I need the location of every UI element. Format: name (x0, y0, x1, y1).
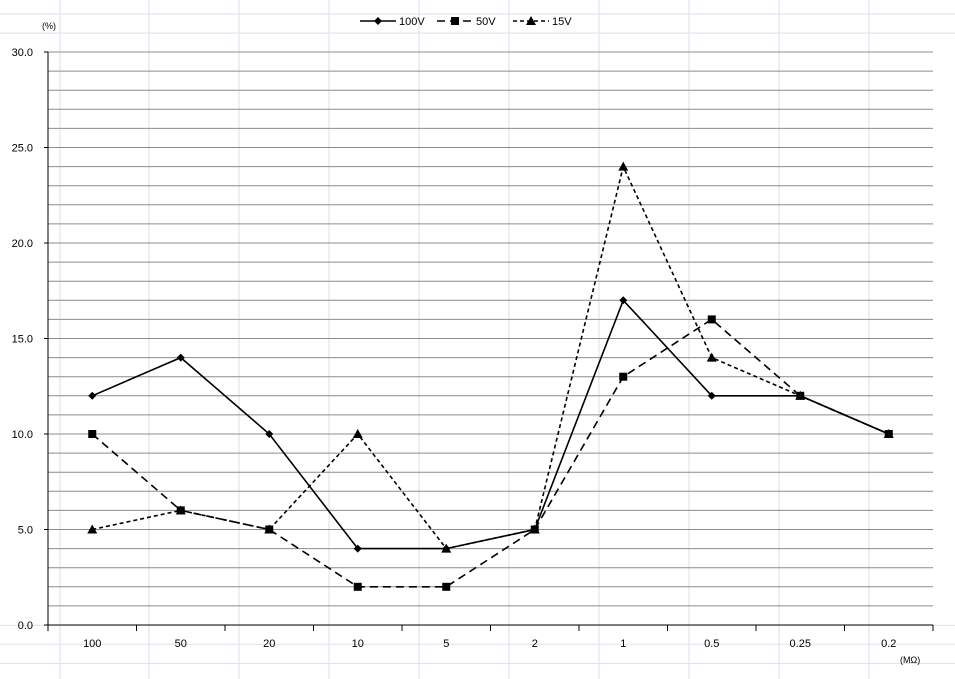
y-tick-label: 0.0 (18, 620, 33, 632)
y-axis-unit-label: (%) (42, 21, 56, 31)
gridlines (48, 51, 933, 626)
x-tick-label: 20 (263, 638, 275, 650)
data-point-15v (795, 390, 806, 400)
data-point-15v (883, 429, 894, 438)
data-point-100v (88, 391, 97, 400)
legend-label-50v: 50V (476, 16, 496, 28)
legend-marker-100v (374, 17, 382, 25)
legend-label-15v: 15V (552, 16, 572, 28)
data-point-15v (529, 524, 540, 534)
axes: 0.0 5.0 10.0 15.0 20.0 25.0 30.0 100 50 20 10 5 2 1 0.… (12, 47, 934, 650)
data-point-100v (707, 391, 716, 400)
y-tick-label: 25.0 (12, 143, 33, 155)
y-tick-label: 5.0 (18, 525, 33, 537)
y-tick-label: 30.0 (12, 47, 33, 59)
y-tick-label: 15.0 (12, 334, 33, 346)
data-point-100v (619, 296, 628, 305)
data-point-100v (176, 353, 185, 362)
x-tick-label: 2 (532, 638, 538, 650)
data-point-50v (353, 582, 362, 591)
data-point-50v (619, 372, 628, 381)
data-point-50v (707, 315, 716, 324)
data-point-15v (87, 524, 98, 534)
data-point-15v (175, 505, 186, 515)
data-point-50v (88, 430, 97, 438)
x-tick-label: 0.5 (704, 638, 719, 650)
y-tick-label: 20.0 (12, 238, 33, 250)
data-point-15v (264, 524, 275, 534)
x-tick-label: 10 (352, 638, 364, 650)
x-tick-label: 100 (83, 638, 101, 650)
data-point-100v (265, 430, 274, 438)
legend-marker-50v (451, 17, 459, 25)
x-tick-label: 0.2 (881, 638, 896, 650)
data-point-15v (441, 543, 452, 553)
data-point-100v (353, 544, 362, 553)
data-point-15v (618, 161, 629, 171)
series-lines (87, 161, 894, 591)
x-tick-label: 50 (175, 638, 187, 650)
x-tick-label: 0.25 (790, 638, 811, 650)
x-axis-unit-label: (MΩ) (900, 655, 920, 665)
y-tick-label: 10.0 (12, 429, 33, 441)
legend-label-100v: 100V (399, 16, 425, 28)
data-point-15v (706, 352, 717, 362)
data-point-50v (442, 582, 451, 591)
series-line-100v (91, 298, 890, 550)
series-line-15v (92, 164, 890, 550)
x-tick-label: 5 (443, 638, 449, 650)
x-tick-label: 1 (620, 638, 626, 650)
legend-marker-15v (526, 16, 536, 25)
legend: 100V 50V 15V (360, 16, 572, 28)
data-point-15v (352, 429, 363, 438)
